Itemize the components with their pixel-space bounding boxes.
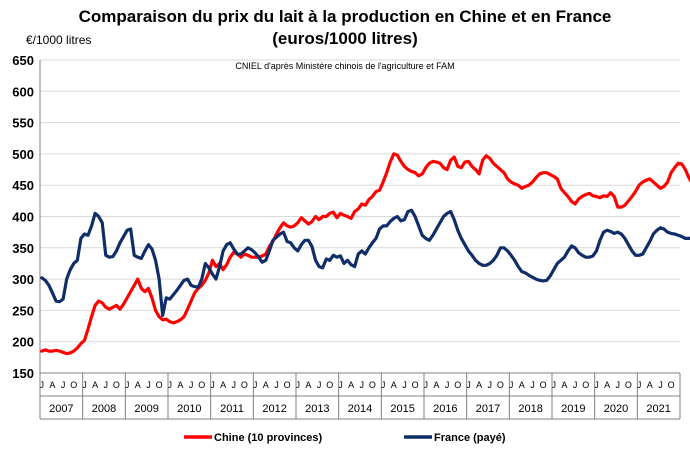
x-month-label: J: [445, 380, 450, 390]
x-month-label: A: [476, 380, 482, 390]
x-month-label: J: [189, 380, 194, 390]
x-month-label: J: [61, 380, 66, 390]
x-month-label: O: [326, 380, 333, 390]
x-month-label: O: [70, 380, 77, 390]
x-month-label: J: [210, 380, 215, 390]
x-year-label: 2009: [134, 403, 158, 415]
x-month-label: A: [220, 380, 226, 390]
y-tick-label: 650: [12, 53, 34, 68]
x-month-label: A: [49, 380, 55, 390]
y-tick-label: 150: [12, 366, 34, 381]
x-month-label: A: [433, 380, 439, 390]
x-month-label: O: [540, 380, 547, 390]
x-month-label: J: [104, 380, 109, 390]
x-month-label: O: [625, 380, 632, 390]
x-year-label: 2016: [433, 403, 457, 415]
x-month-label: J: [552, 380, 557, 390]
x-month-label: O: [241, 380, 248, 390]
x-year-label: 2013: [305, 403, 329, 415]
x-month-label: O: [156, 380, 163, 390]
x-month-label: J: [381, 380, 386, 390]
x-month-label: J: [82, 380, 87, 390]
x-month-label: J: [40, 380, 45, 390]
chart-title-line1: Comparaison du prix du lait à la product…: [78, 7, 612, 26]
y-tick-label: 450: [12, 178, 34, 193]
x-month-label: A: [604, 380, 610, 390]
x-year-label: 2012: [262, 403, 286, 415]
x-month-label: J: [466, 380, 471, 390]
x-month-label: J: [594, 380, 599, 390]
x-month-label: J: [146, 380, 151, 390]
x-month-label: J: [402, 380, 407, 390]
y-tick-label: 250: [12, 303, 34, 318]
x-month-label: J: [637, 380, 642, 390]
x-month-label: A: [519, 380, 525, 390]
x-month-label: O: [284, 380, 291, 390]
x-month-label: J: [296, 380, 301, 390]
x-year-label: 2018: [518, 403, 542, 415]
x-year-label: 2015: [390, 403, 414, 415]
x-month-label: J: [616, 380, 621, 390]
series-line-chine: [40, 152, 690, 356]
x-month-label: A: [305, 380, 311, 390]
x-month-label: O: [497, 380, 504, 390]
y-axis-unit-label: €/1000 litres: [26, 33, 92, 47]
y-tick-label: 500: [12, 147, 34, 162]
x-month-label: J: [658, 380, 663, 390]
y-tick-label: 350: [12, 241, 34, 256]
x-month-label: J: [232, 380, 237, 390]
chart-title: Comparaison du prix du lait à la product…: [0, 6, 690, 50]
x-month-label: A: [348, 380, 354, 390]
x-month-label: J: [253, 380, 258, 390]
x-month-label: O: [113, 380, 120, 390]
x-month-label: A: [135, 380, 141, 390]
x-month-label: J: [125, 380, 130, 390]
source-note: CNIEL d'après Ministère chinois de l'agr…: [235, 61, 455, 71]
x-year-label: 2007: [49, 403, 73, 415]
y-tick-label: 600: [12, 84, 34, 99]
x-month-label: J: [360, 380, 365, 390]
x-year-label: 2017: [476, 403, 500, 415]
x-year-label: 2020: [604, 403, 628, 415]
x-month-label: A: [92, 380, 98, 390]
x-month-label: J: [317, 380, 322, 390]
x-month-label: J: [338, 380, 343, 390]
x-year-label: 2008: [92, 403, 116, 415]
y-tick-label: 200: [12, 335, 34, 350]
x-year-label: 2019: [561, 403, 585, 415]
x-month-label: A: [561, 380, 567, 390]
series-line-france: [40, 208, 690, 318]
y-tick-label: 300: [12, 272, 34, 287]
x-month-label: O: [582, 380, 589, 390]
x-month-label: A: [177, 380, 183, 390]
y-tick-label: 400: [12, 210, 34, 225]
chart-title-line2: (euros/1000 litres): [272, 29, 418, 48]
x-year-label: 2021: [646, 403, 670, 415]
legend-label: France (payé): [434, 432, 506, 444]
x-year-label: 2010: [177, 403, 201, 415]
x-month-label: J: [509, 380, 514, 390]
x-month-label: O: [198, 380, 205, 390]
legend-label: Chine (10 provinces): [214, 432, 323, 444]
x-month-label: O: [412, 380, 419, 390]
x-month-label: J: [488, 380, 493, 390]
x-month-label: O: [454, 380, 461, 390]
x-month-label: J: [573, 380, 578, 390]
x-month-label: A: [391, 380, 397, 390]
x-month-label: O: [668, 380, 675, 390]
x-month-label: J: [530, 380, 535, 390]
x-month-label: A: [263, 380, 269, 390]
x-month-label: J: [424, 380, 429, 390]
x-year-label: 2014: [348, 403, 372, 415]
x-month-label: J: [274, 380, 279, 390]
x-month-label: A: [647, 380, 653, 390]
x-month-label: O: [369, 380, 376, 390]
x-year-label: 2011: [220, 403, 244, 415]
x-month-label: J: [168, 380, 173, 390]
y-tick-label: 550: [12, 116, 34, 131]
